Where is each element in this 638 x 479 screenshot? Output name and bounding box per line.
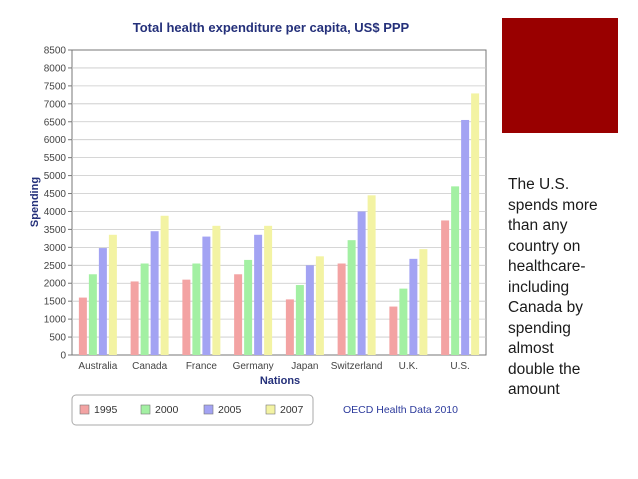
y-tick-label: 3000 [44,243,67,254]
y-tick-label: 500 [49,333,66,344]
y-tick-label: 1000 [44,315,67,326]
bar [367,195,376,355]
x-tick-label: France [186,361,218,372]
bar [399,288,408,355]
bar [202,236,211,355]
x-tick-label: Australia [78,361,117,372]
legend-swatch [203,404,214,415]
y-tick-label: 3500 [44,225,67,236]
x-tick-label: Canada [132,361,167,372]
bar [315,256,324,355]
y-tick-label: 8000 [44,63,67,74]
legend-swatch [265,404,276,415]
side-note: The U.S. spends more than any country on… [508,176,598,398]
bar [182,279,191,355]
bar [409,258,418,355]
bar [244,259,253,355]
x-axis-label: Nations [260,375,300,387]
bar [98,248,107,355]
bar [108,234,117,355]
y-tick-label: 4500 [44,189,67,200]
y-axis-ticks: 0 500 1000 1500 2000 2500 3000 3500 4000 4500 5000… [44,46,72,362]
y-tick-label: 4000 [44,207,67,218]
y-tick-label: 2500 [44,261,67,272]
x-tick-label: U.K. [399,361,418,372]
legend-label: 2000 [155,404,179,416]
legend-label: 2007 [280,404,304,416]
bar [347,240,356,355]
bar [192,263,201,355]
bar [140,263,149,355]
bar [389,306,398,355]
legend-box [71,394,314,426]
bar [150,231,159,355]
y-tick-label: 8500 [44,46,67,57]
chart-title: Total health expenditure per capita, US$… [133,20,410,35]
bar [441,220,450,355]
y-tick-label: 7500 [44,81,67,92]
legend-swatch [140,404,151,415]
legend-swatch [79,404,90,415]
bar [337,263,346,355]
accent-box [502,18,618,133]
bar [264,225,273,355]
bar [285,299,294,355]
y-tick-label: 6500 [44,117,67,128]
y-tick-label: 5000 [44,171,67,182]
x-axis-ticks: Australia Canada France Germany Japan Switzer… [78,361,469,372]
x-tick-label: Germany [233,361,274,372]
bar [88,274,97,355]
bar [160,215,169,355]
bar [254,234,263,355]
y-tick-label: 5500 [44,153,67,164]
y-axis-label: Spending [29,177,41,227]
bars [78,93,480,356]
y-tick-label: 7000 [44,99,67,110]
bar [295,285,304,355]
source-note: OECD Health Data 2010 [343,404,458,416]
bar [461,119,470,356]
bar [451,186,460,355]
y-tick-label: 6000 [44,135,67,146]
legend: 1995 2000 2005 2007 [79,404,304,416]
bar [212,225,221,355]
bar [305,265,314,355]
y-tick-label: 2000 [44,279,67,290]
y-tick-label: 0 [60,351,66,362]
x-tick-label: Japan [291,361,318,372]
bar [357,211,366,355]
bar [471,93,480,355]
x-tick-label: U.S. [450,361,469,372]
bar [234,274,243,355]
y-tick-label: 1500 [44,297,67,308]
x-tick-label: Switzerland [331,361,383,372]
legend-label: 1995 [94,404,118,416]
bar [419,249,428,355]
bar [78,297,87,355]
bar [130,281,139,355]
legend-label: 2005 [218,404,242,416]
